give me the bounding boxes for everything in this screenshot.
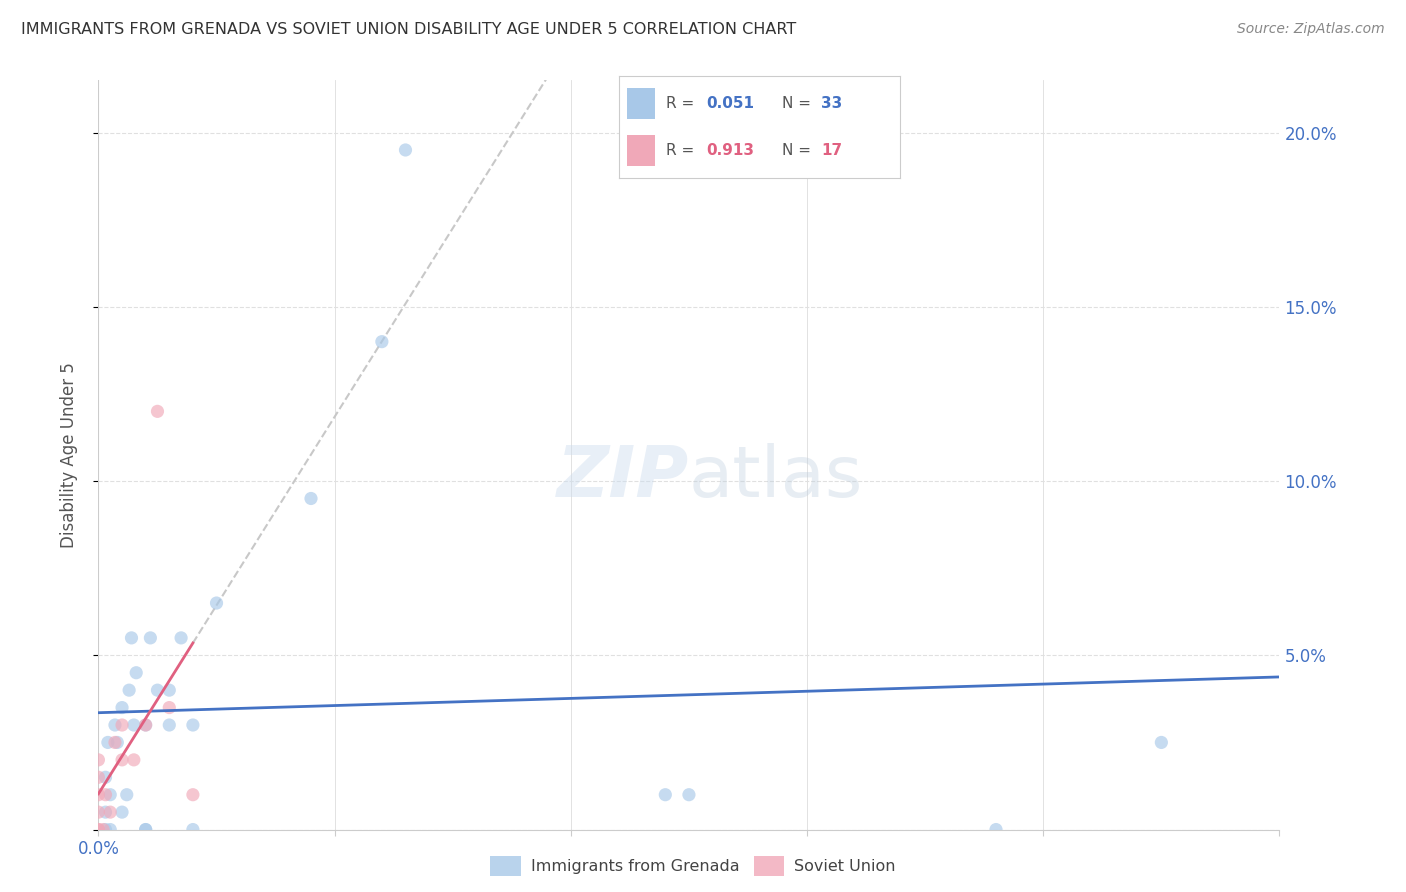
- Bar: [754, 856, 785, 876]
- Point: [122, 753, 145, 767]
- Point: [146, 404, 169, 418]
- Text: N =: N =: [782, 144, 815, 158]
- Y-axis label: Disability Age Under 5: Disability Age Under 5: [59, 362, 77, 548]
- Text: R =: R =: [666, 144, 700, 158]
- Bar: [627, 136, 655, 166]
- Point: [135, 822, 157, 837]
- Bar: [627, 88, 655, 119]
- Point: [122, 718, 145, 732]
- Point: [98, 788, 121, 802]
- Point: [125, 665, 148, 680]
- Point: [371, 334, 394, 349]
- Text: atlas: atlas: [689, 443, 863, 512]
- Text: 33: 33: [821, 96, 842, 111]
- Point: [111, 718, 134, 732]
- Point: [984, 822, 1007, 837]
- Text: 0.051: 0.051: [706, 96, 754, 111]
- Point: [394, 143, 416, 157]
- Text: N =: N =: [782, 96, 815, 111]
- Point: [170, 631, 193, 645]
- Point: [104, 735, 127, 749]
- Text: 0.913: 0.913: [706, 144, 754, 158]
- Point: [111, 700, 134, 714]
- Point: [205, 596, 228, 610]
- Text: ZIP: ZIP: [557, 443, 689, 512]
- Point: [654, 788, 676, 802]
- Point: [94, 822, 117, 837]
- Point: [98, 822, 121, 837]
- Point: [181, 788, 204, 802]
- Point: [299, 491, 322, 506]
- Bar: [491, 856, 520, 876]
- Point: [111, 753, 134, 767]
- Point: [87, 822, 110, 837]
- Point: [118, 683, 141, 698]
- Point: [121, 631, 143, 645]
- Point: [139, 631, 162, 645]
- Point: [1150, 735, 1173, 749]
- Point: [157, 700, 180, 714]
- Text: 17: 17: [821, 144, 842, 158]
- Point: [111, 805, 134, 819]
- Text: Source: ZipAtlas.com: Source: ZipAtlas.com: [1237, 22, 1385, 37]
- Point: [94, 805, 117, 819]
- Point: [135, 822, 157, 837]
- Point: [87, 788, 110, 802]
- Point: [94, 770, 117, 784]
- Point: [115, 788, 138, 802]
- Point: [146, 683, 169, 698]
- Text: R =: R =: [666, 96, 700, 111]
- Text: Soviet Union: Soviet Union: [794, 859, 896, 873]
- Text: IMMIGRANTS FROM GRENADA VS SOVIET UNION DISABILITY AGE UNDER 5 CORRELATION CHART: IMMIGRANTS FROM GRENADA VS SOVIET UNION …: [21, 22, 796, 37]
- Point: [104, 718, 127, 732]
- Point: [87, 822, 110, 837]
- Point: [181, 822, 204, 837]
- Point: [98, 805, 121, 819]
- Point: [91, 822, 114, 837]
- Point: [678, 788, 700, 802]
- Point: [157, 683, 180, 698]
- Point: [157, 718, 180, 732]
- Point: [135, 718, 157, 732]
- Point: [105, 735, 128, 749]
- Point: [97, 735, 120, 749]
- Text: Immigrants from Grenada: Immigrants from Grenada: [531, 859, 740, 873]
- Point: [87, 805, 110, 819]
- Point: [135, 718, 157, 732]
- Point: [94, 788, 117, 802]
- Point: [87, 770, 110, 784]
- Point: [87, 753, 110, 767]
- Point: [181, 718, 204, 732]
